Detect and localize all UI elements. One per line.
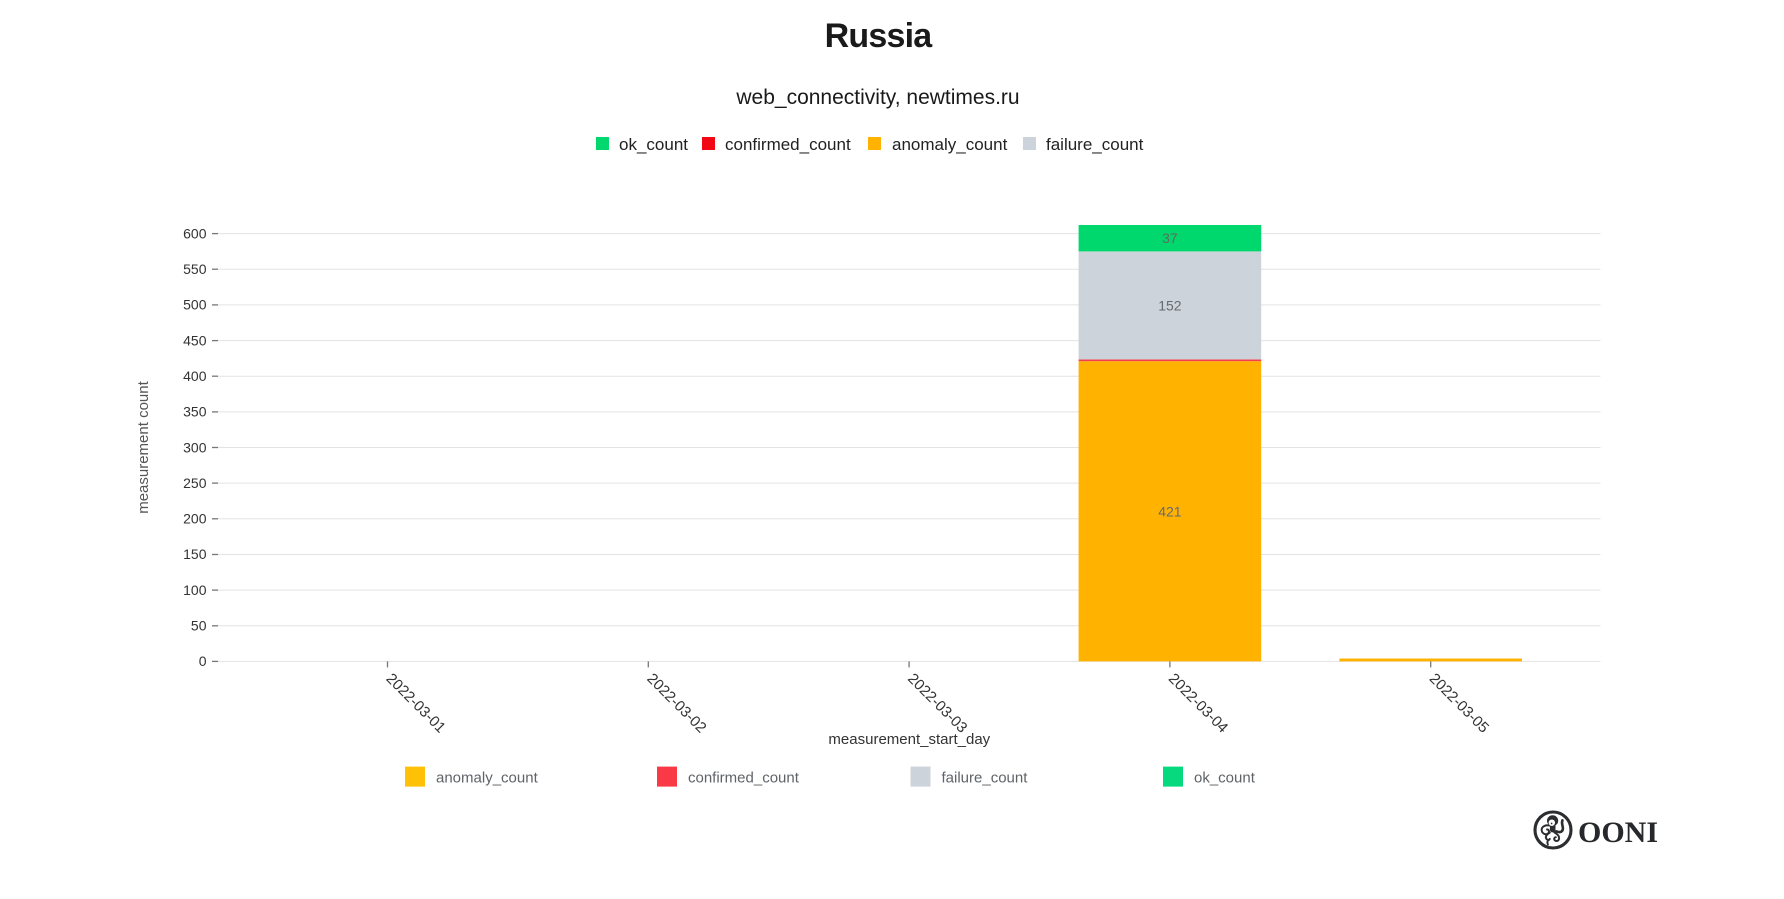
- svg-text:500: 500: [183, 297, 207, 313]
- svg-text:600: 600: [183, 225, 207, 241]
- svg-text:421: 421: [1158, 503, 1182, 519]
- svg-text:Russia: Russia: [825, 17, 934, 55]
- svg-text:150: 150: [183, 546, 207, 562]
- svg-text:failure_count: failure_count: [1046, 135, 1144, 154]
- svg-text:2022-03-03: 2022-03-03: [904, 670, 970, 736]
- svg-text:2022-03-02: 2022-03-02: [643, 670, 709, 736]
- svg-text:0: 0: [199, 653, 207, 669]
- svg-text:350: 350: [183, 404, 207, 420]
- svg-text:web_connectivity, newtimes.ru: web_connectivity, newtimes.ru: [735, 86, 1019, 109]
- svg-text:100: 100: [183, 582, 207, 598]
- svg-text:measurement count: measurement count: [135, 380, 152, 513]
- svg-text:400: 400: [183, 368, 207, 384]
- svg-text:200: 200: [183, 511, 207, 527]
- svg-text:152: 152: [1158, 298, 1182, 314]
- svg-text:ok_count: ok_count: [619, 135, 688, 154]
- svg-text:550: 550: [183, 261, 207, 277]
- svg-text:2022-03-05: 2022-03-05: [1426, 670, 1492, 736]
- svg-text:measurement_start_day: measurement_start_day: [828, 731, 990, 748]
- svg-text:450: 450: [183, 332, 207, 348]
- svg-text:50: 50: [191, 618, 207, 634]
- svg-text:OONI: OONI: [1578, 816, 1658, 849]
- svg-text:confirmed_count: confirmed_count: [725, 135, 851, 154]
- svg-text:300: 300: [183, 439, 207, 455]
- svg-text:250: 250: [183, 475, 207, 491]
- svg-text:2022-03-01: 2022-03-01: [383, 670, 449, 736]
- svg-text:anomaly_count: anomaly_count: [436, 770, 539, 787]
- svg-text:failure_count: failure_count: [942, 770, 1029, 787]
- svg-text:ok_count: ok_count: [1194, 770, 1256, 787]
- svg-text:37: 37: [1162, 230, 1178, 246]
- svg-text:confirmed_count: confirmed_count: [688, 770, 800, 787]
- svg-text:anomaly_count: anomaly_count: [892, 135, 1008, 154]
- svg-text:2022-03-04: 2022-03-04: [1165, 670, 1231, 736]
